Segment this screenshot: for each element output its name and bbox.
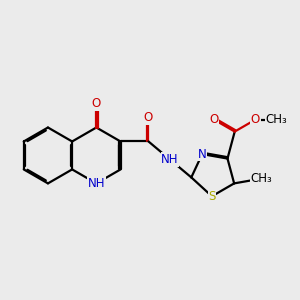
- Text: N: N: [198, 148, 206, 160]
- Text: CH₃: CH₃: [266, 113, 287, 126]
- Text: O: O: [209, 113, 219, 126]
- Text: NH: NH: [161, 153, 179, 166]
- Text: O: O: [92, 97, 101, 110]
- Text: NH: NH: [88, 177, 105, 190]
- Text: O: O: [144, 111, 153, 124]
- Text: O: O: [251, 113, 260, 126]
- Text: S: S: [208, 190, 216, 203]
- Text: CH₃: CH₃: [251, 172, 272, 185]
